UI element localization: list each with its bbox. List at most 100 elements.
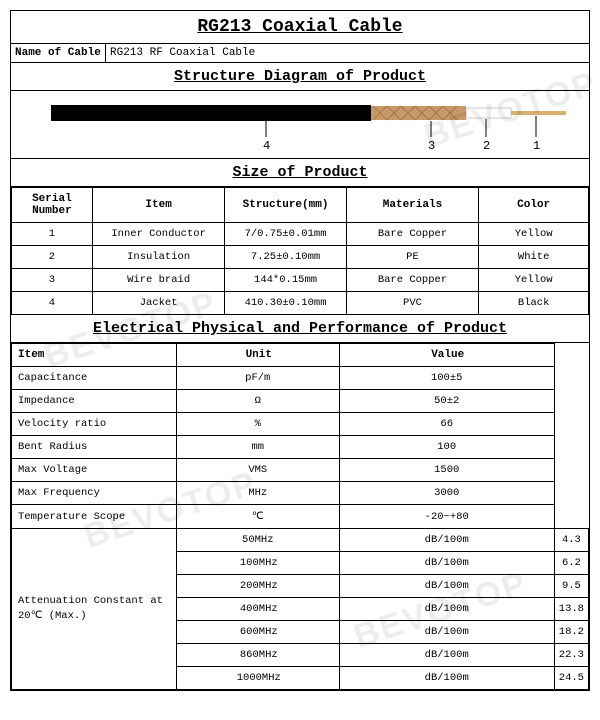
table-cell: Temperature Scope <box>12 505 177 529</box>
col-structure: Structure(mm) <box>225 188 346 223</box>
table-row: 2Insulation7.25±0.10mmPEWhite <box>12 246 589 269</box>
table-cell: 410.30±0.10mm <box>225 292 346 315</box>
table-cell: Max Voltage <box>12 459 177 482</box>
table-cell: 3000 <box>339 482 554 505</box>
table-cell: MHz <box>176 482 339 505</box>
table-cell: Max Frequency <box>12 482 177 505</box>
table-row: CapacitancepF/m100±5 <box>12 367 589 390</box>
table-row: 4Jacket410.30±0.10mmPVCBlack <box>12 292 589 315</box>
table-cell: % <box>176 413 339 436</box>
attenuation-row: Attenuation Constant at 20℃ (Max.)50MHzd… <box>12 529 589 552</box>
table-cell: 4.3 <box>554 529 588 552</box>
table-cell: 13.8 <box>554 598 588 621</box>
cable-diagram: 4 3 2 1 <box>11 91 589 159</box>
table-row: Max FrequencyMHz3000 <box>12 482 589 505</box>
col-materials: Materials <box>346 188 479 223</box>
table-cell: dB/100m <box>339 621 554 644</box>
elec-header-row: Item Unit Value <box>12 344 589 367</box>
table-row: Velocity ratio%66 <box>12 413 589 436</box>
table-cell: VMS <box>176 459 339 482</box>
table-cell: 3 <box>12 269 93 292</box>
col-serial: Serial Number <box>12 188 93 223</box>
size-header: Size of Product <box>11 159 589 187</box>
datasheet: RG213 Coaxial Cable Name of Cable RG213 … <box>10 10 590 691</box>
diagram-label-3: 3 <box>428 139 435 153</box>
structure-header: Structure Diagram of Product <box>11 63 589 91</box>
table-cell: dB/100m <box>339 529 554 552</box>
table-cell: dB/100m <box>339 552 554 575</box>
table-cell: 50MHz <box>176 529 339 552</box>
diagram-label-1: 1 <box>533 139 540 153</box>
table-cell: 2 <box>12 246 93 269</box>
table-cell: Velocity ratio <box>12 413 177 436</box>
main-title: RG213 Coaxial Cable <box>11 11 589 44</box>
table-cell: Bare Copper <box>346 269 479 292</box>
table-row: Temperature Scope℃-20~+80 <box>12 505 589 529</box>
table-cell: pF/m <box>176 367 339 390</box>
table-cell: Bent Radius <box>12 436 177 459</box>
table-cell: dB/100m <box>339 644 554 667</box>
table-cell: PE <box>346 246 479 269</box>
table-cell: dB/100m <box>339 575 554 598</box>
table-cell: 18.2 <box>554 621 588 644</box>
attenuation-label: Attenuation Constant at 20℃ (Max.) <box>12 529 177 690</box>
table-cell: Bare Copper <box>346 223 479 246</box>
table-row: Bent Radiusmm100 <box>12 436 589 459</box>
table-cell: Capacitance <box>12 367 177 390</box>
col-item: Item <box>92 188 225 223</box>
table-cell: Impedance <box>12 390 177 413</box>
table-cell: Jacket <box>92 292 225 315</box>
col-color: Color <box>479 188 589 223</box>
table-cell: 1000MHz <box>176 667 339 690</box>
table-cell: White <box>479 246 589 269</box>
table-cell: -20~+80 <box>339 505 554 529</box>
elec-header: Electrical Physical and Performance of P… <box>11 315 589 343</box>
elec-table: Item Unit Value CapacitancepF/m100±5Impe… <box>11 343 589 690</box>
table-cell: ℃ <box>176 505 339 529</box>
table-cell: Insulation <box>92 246 225 269</box>
table-cell: 100±5 <box>339 367 554 390</box>
table-cell: 144*0.15mm <box>225 269 346 292</box>
table-cell: Wire braid <box>92 269 225 292</box>
table-row: ImpedanceΩ50±2 <box>12 390 589 413</box>
table-cell: Inner Conductor <box>92 223 225 246</box>
table-cell: 50±2 <box>339 390 554 413</box>
name-row: Name of Cable RG213 RF Coaxial Cable <box>11 44 589 63</box>
table-cell: dB/100m <box>339 598 554 621</box>
table-cell: 400MHz <box>176 598 339 621</box>
table-cell: 24.5 <box>554 667 588 690</box>
table-cell: 7/0.75±0.01mm <box>225 223 346 246</box>
diagram-label-4: 4 <box>263 139 270 153</box>
table-cell: 100 <box>339 436 554 459</box>
table-cell: 66 <box>339 413 554 436</box>
col-unit: Unit <box>176 344 339 367</box>
table-cell: 1500 <box>339 459 554 482</box>
col-eitem: Item <box>12 344 177 367</box>
table-cell: 600MHz <box>176 621 339 644</box>
size-table: Serial Number Item Structure(mm) Materia… <box>11 187 589 315</box>
table-cell: Black <box>479 292 589 315</box>
cable-svg: 4 3 2 1 <box>11 91 589 159</box>
name-label: Name of Cable <box>11 44 106 62</box>
table-row: Max VoltageVMS1500 <box>12 459 589 482</box>
name-value: RG213 RF Coaxial Cable <box>106 44 589 62</box>
size-header-row: Serial Number Item Structure(mm) Materia… <box>12 188 589 223</box>
table-cell: 1 <box>12 223 93 246</box>
table-cell: 860MHz <box>176 644 339 667</box>
table-cell: mm <box>176 436 339 459</box>
table-cell: dB/100m <box>339 667 554 690</box>
table-cell: PVC <box>346 292 479 315</box>
table-cell: Yellow <box>479 223 589 246</box>
table-row: 3Wire braid144*0.15mmBare CopperYellow <box>12 269 589 292</box>
table-cell: 7.25±0.10mm <box>225 246 346 269</box>
table-cell: Yellow <box>479 269 589 292</box>
table-cell: Ω <box>176 390 339 413</box>
table-cell: 6.2 <box>554 552 588 575</box>
table-cell: 22.3 <box>554 644 588 667</box>
table-cell: 4 <box>12 292 93 315</box>
table-cell: 9.5 <box>554 575 588 598</box>
col-value: Value <box>339 344 554 367</box>
table-row: 1Inner Conductor7/0.75±0.01mmBare Copper… <box>12 223 589 246</box>
table-cell: 100MHz <box>176 552 339 575</box>
diagram-label-2: 2 <box>483 139 490 153</box>
